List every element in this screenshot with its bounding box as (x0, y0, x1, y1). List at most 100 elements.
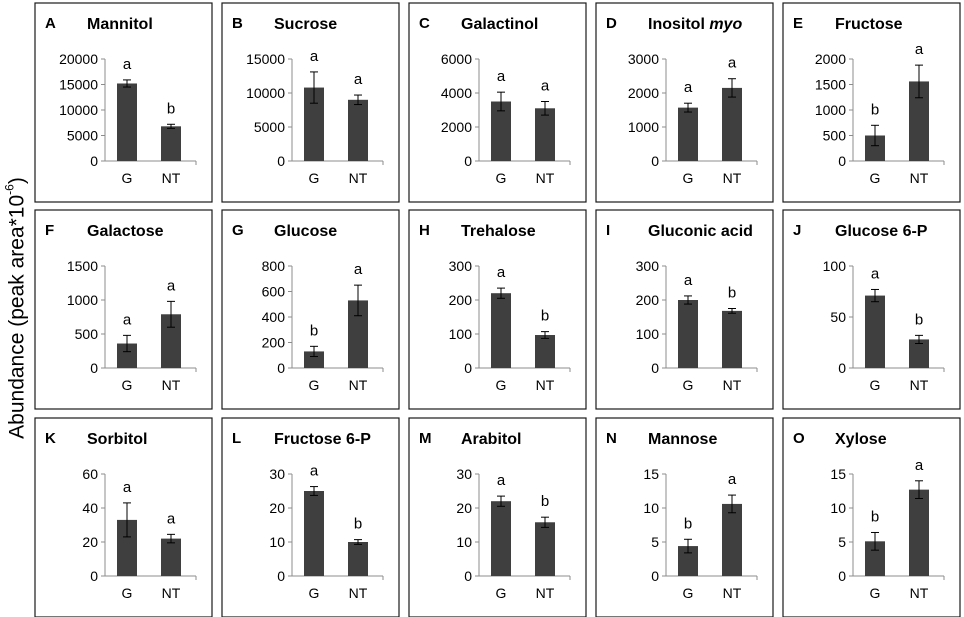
y-tick-label: 100 (823, 258, 847, 274)
panel-letter: K (45, 430, 56, 447)
y-tick-label: 50 (830, 309, 846, 325)
panel-title: Inositol myo (648, 16, 742, 33)
y-tick-label: 5 (651, 534, 659, 550)
y-tick-label: 0 (464, 568, 472, 584)
significance-label: a (541, 78, 550, 95)
y-tick-label: 2000 (628, 85, 659, 101)
x-tick-label: G (122, 585, 133, 601)
y-tick-label: 1500 (67, 258, 98, 274)
significance-label: b (684, 515, 692, 532)
x-tick-label: G (309, 585, 320, 601)
y-tick-label: 0 (651, 568, 659, 584)
y-tick-label: 0 (277, 360, 285, 376)
bar-g (678, 300, 698, 368)
significance-label: a (310, 463, 319, 480)
panel-c: C Galactinol 0 2000 4000 6000 a Ga NT (408, 2, 587, 203)
panel-title: Sucrose (274, 16, 337, 33)
bar-g (678, 107, 698, 161)
bar-g (117, 343, 137, 368)
panel-i: I Gluconic acid 0 100 200 300 a Gb NT (595, 209, 774, 410)
y-tick-label: 3000 (628, 51, 659, 67)
y-tick-label: 0 (90, 360, 98, 376)
y-tick-label: 0 (90, 153, 98, 169)
panel-letter: G (232, 222, 244, 239)
y-tick-label: 500 (75, 326, 99, 342)
x-tick-label: NT (162, 170, 181, 186)
significance-label: a (684, 272, 693, 289)
y-tick-label: 20000 (59, 51, 98, 67)
bar-g (491, 501, 511, 576)
x-tick-label: NT (536, 585, 555, 601)
panel-title: Fructose 6-P (274, 431, 371, 448)
bar-g (491, 101, 511, 161)
y-tick-label: 30 (269, 466, 285, 482)
significance-label: a (123, 311, 132, 328)
y-tick-label: 30 (456, 466, 472, 482)
x-tick-label: G (683, 170, 694, 186)
y-tick-label: 10 (456, 534, 472, 550)
bar-g (865, 295, 885, 368)
y-tick-label: 20 (269, 500, 285, 516)
bar-g (491, 293, 511, 368)
x-tick-label: G (309, 377, 320, 393)
panel-letter: O (793, 430, 805, 447)
x-tick-label: NT (723, 377, 742, 393)
y-tick-label: 300 (636, 258, 660, 274)
y-tick-label: 0 (838, 360, 846, 376)
y-tick-label: 1000 (628, 119, 659, 135)
y-tick-label: 5 (838, 534, 846, 550)
y-tick-label: 600 (262, 284, 286, 300)
panel-letter: D (606, 15, 617, 32)
y-tick-label: 2000 (815, 51, 846, 67)
y-tick-label: 1000 (815, 102, 846, 118)
bar-nt (722, 503, 742, 576)
bar-nt (348, 542, 368, 576)
panel-title: Galactose (87, 223, 164, 240)
significance-label: a (123, 479, 132, 496)
significance-label: b (541, 308, 549, 325)
panel-j: J Glucose 6-P 0 50 100 a Gb NT (782, 209, 961, 410)
bar-nt (535, 108, 555, 161)
significance-label: b (915, 311, 923, 328)
significance-label: a (728, 55, 737, 72)
panel-title-italic: myo (709, 16, 742, 33)
significance-label: a (354, 71, 363, 88)
panel-letter: E (793, 15, 803, 32)
panel-title: Sorbitol (87, 431, 147, 448)
panel-b: B Sucrose 0 5000 10000 15000 a Ga NT (221, 2, 400, 203)
bar-g (304, 491, 324, 576)
x-tick-label: G (683, 377, 694, 393)
significance-label: a (497, 68, 506, 85)
y-tick-label: 5000 (67, 128, 98, 144)
panel-e: E Fructose 0 500 1000 1500 2000 b Ga NT (782, 2, 961, 203)
bar-g (678, 546, 698, 576)
significance-label: a (167, 277, 176, 294)
significance-label: b (354, 516, 362, 533)
bar-nt (909, 489, 929, 576)
y-tick-label: 1000 (67, 292, 98, 308)
y-tick-label: 300 (449, 258, 473, 274)
bar-nt (722, 310, 742, 368)
panel-frame (595, 417, 774, 617)
panel-d: D Inositol myo 0 1000 2000 3000 a Ga NT (595, 2, 774, 203)
y-tick-label: 0 (90, 568, 98, 584)
significance-label: b (167, 100, 175, 117)
y-tick-label: 10 (643, 500, 659, 516)
x-tick-label: NT (910, 585, 929, 601)
y-tick-label: 800 (262, 258, 286, 274)
y-tick-label: 100 (636, 326, 660, 342)
panel-letter: B (232, 15, 243, 32)
bar-nt (722, 87, 742, 161)
significance-label: a (354, 261, 363, 278)
x-tick-label: NT (910, 170, 929, 186)
y-tick-label: 0 (277, 153, 285, 169)
panel-letter: A (45, 15, 56, 32)
x-tick-label: NT (910, 377, 929, 393)
significance-label: a (123, 56, 132, 73)
panel-frame (34, 209, 213, 410)
y-tick-label: 100 (449, 326, 473, 342)
panel-frame (782, 417, 961, 617)
panel-f: F Galactose 0 500 1000 1500 a Ga NT (34, 209, 213, 410)
panel-letter: F (45, 222, 54, 239)
significance-label: b (310, 322, 318, 339)
